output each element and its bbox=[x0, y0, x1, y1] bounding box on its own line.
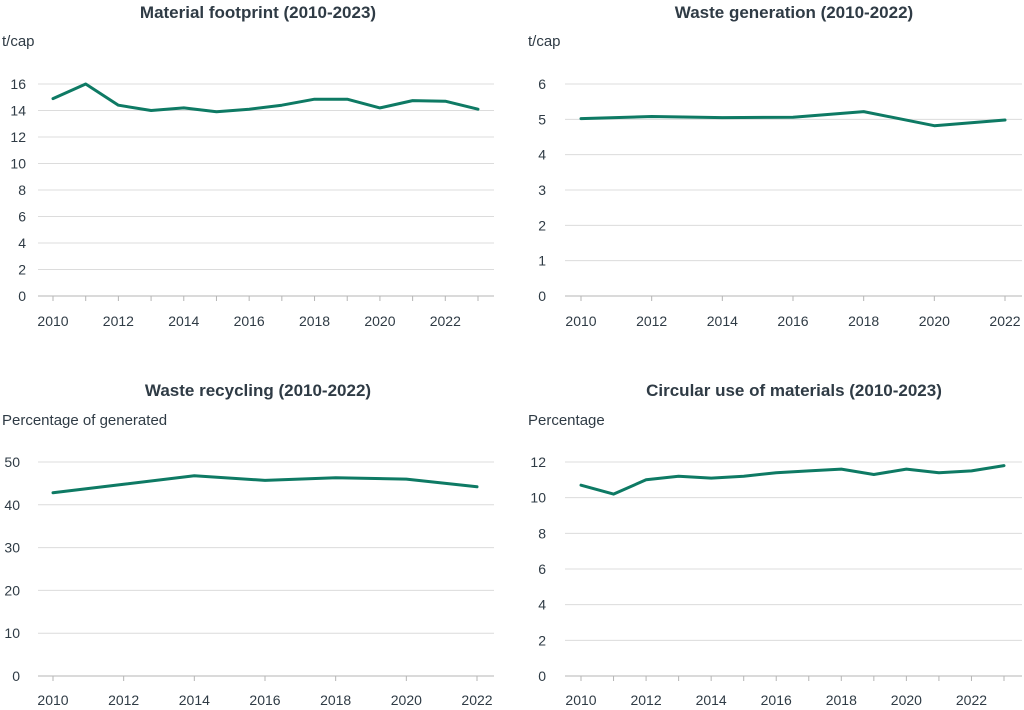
y-tick-label: 1 bbox=[538, 253, 546, 269]
y-tick-label: 14 bbox=[10, 103, 26, 119]
chart-panel-3: Waste recycling (2010-2022) Percentage of… bbox=[2, 381, 494, 708]
y-tick-label: 0 bbox=[538, 668, 546, 684]
y-tick-label: 4 bbox=[538, 147, 546, 163]
x-tick-label: 2022 bbox=[430, 313, 461, 329]
y-tick-label: 2 bbox=[538, 217, 546, 233]
y-tick-label: 30 bbox=[4, 540, 20, 556]
x-tick-label: 2018 bbox=[826, 692, 857, 708]
y-tick-label: 6 bbox=[18, 209, 26, 225]
x-tick-label: 2022 bbox=[956, 692, 987, 708]
y-tick-label: 6 bbox=[538, 76, 546, 92]
y-tick-label: 3 bbox=[538, 182, 546, 198]
y-axis-label: Percentage bbox=[528, 412, 605, 429]
x-tick-label: 2012 bbox=[630, 692, 661, 708]
y-tick-label: 4 bbox=[18, 235, 26, 251]
y-tick-label: 10 bbox=[4, 625, 20, 641]
x-tick-label: 2020 bbox=[891, 692, 922, 708]
chart-title: Circular use of materials (2010-2023) bbox=[646, 381, 942, 400]
x-tick-label: 2014 bbox=[696, 692, 727, 708]
x-tick-label: 2018 bbox=[320, 692, 351, 708]
y-axis-label: t/cap bbox=[528, 33, 561, 50]
x-tick-label: 2012 bbox=[103, 313, 134, 329]
x-tick-label: 2016 bbox=[761, 692, 792, 708]
y-tick-label: 0 bbox=[538, 288, 546, 304]
x-tick-label: 2016 bbox=[777, 313, 808, 329]
y-tick-label: 50 bbox=[4, 454, 20, 470]
y-tick-label: 12 bbox=[10, 129, 26, 145]
y-tick-label: 20 bbox=[4, 582, 20, 598]
x-tick-label: 2014 bbox=[168, 313, 199, 329]
chart-title: Waste generation (2010-2022) bbox=[675, 3, 913, 22]
x-tick-label: 2010 bbox=[565, 313, 596, 329]
chart-panel-2: Waste generation (2010-2022) t/cap 0 1 2 3 4 5 6… bbox=[528, 3, 1022, 329]
x-tick-label: 2014 bbox=[179, 692, 210, 708]
y-tick-label: 16 bbox=[10, 76, 26, 92]
x-tick-label: 2020 bbox=[364, 313, 395, 329]
y-tick-label: 8 bbox=[538, 525, 546, 541]
x-tick-label: 2022 bbox=[461, 692, 492, 708]
x-tick-label: 2010 bbox=[565, 692, 596, 708]
y-tick-label: 2 bbox=[18, 262, 26, 278]
x-tick-label: 2010 bbox=[37, 313, 68, 329]
x-tick-label: 2020 bbox=[919, 313, 950, 329]
y-tick-label: 2 bbox=[538, 632, 546, 648]
x-tick-label: 2012 bbox=[636, 313, 667, 329]
x-tick-label: 2016 bbox=[234, 313, 265, 329]
chart-panel-4: Circular use of materials (2010-2023) Per… bbox=[528, 381, 1022, 708]
y-tick-label: 10 bbox=[530, 490, 546, 506]
x-tick-label: 2020 bbox=[391, 692, 422, 708]
y-tick-label: 8 bbox=[18, 182, 26, 198]
y-axis-label: t/cap bbox=[2, 33, 35, 50]
y-tick-label: 0 bbox=[12, 668, 20, 684]
x-tick-label: 2022 bbox=[989, 313, 1020, 329]
chart-panel-1: Material footprint (2010-2023) t/cap 0 2 4 6 8… bbox=[2, 3, 494, 329]
series-line bbox=[579, 110, 1007, 128]
series-line bbox=[51, 82, 480, 114]
chart-title: Waste recycling (2010-2022) bbox=[145, 381, 371, 400]
y-tick-label: 5 bbox=[538, 111, 546, 127]
y-axis-label: Percentage of generated bbox=[2, 412, 167, 429]
chart-title: Material footprint (2010-2023) bbox=[140, 3, 376, 22]
y-tick-label: 6 bbox=[538, 561, 546, 577]
series-line bbox=[51, 474, 479, 495]
x-tick-label: 2016 bbox=[249, 692, 280, 708]
x-tick-label: 2018 bbox=[848, 313, 879, 329]
y-tick-label: 4 bbox=[538, 597, 546, 613]
y-tick-label: 0 bbox=[18, 288, 26, 304]
y-tick-label: 40 bbox=[4, 497, 20, 513]
x-tick-label: 2014 bbox=[707, 313, 738, 329]
x-tick-label: 2018 bbox=[299, 313, 330, 329]
x-tick-label: 2010 bbox=[37, 692, 68, 708]
series-line bbox=[579, 464, 1006, 496]
y-tick-label: 10 bbox=[10, 156, 26, 172]
y-tick-label: 12 bbox=[530, 454, 546, 470]
x-tick-label: 2012 bbox=[108, 692, 139, 708]
